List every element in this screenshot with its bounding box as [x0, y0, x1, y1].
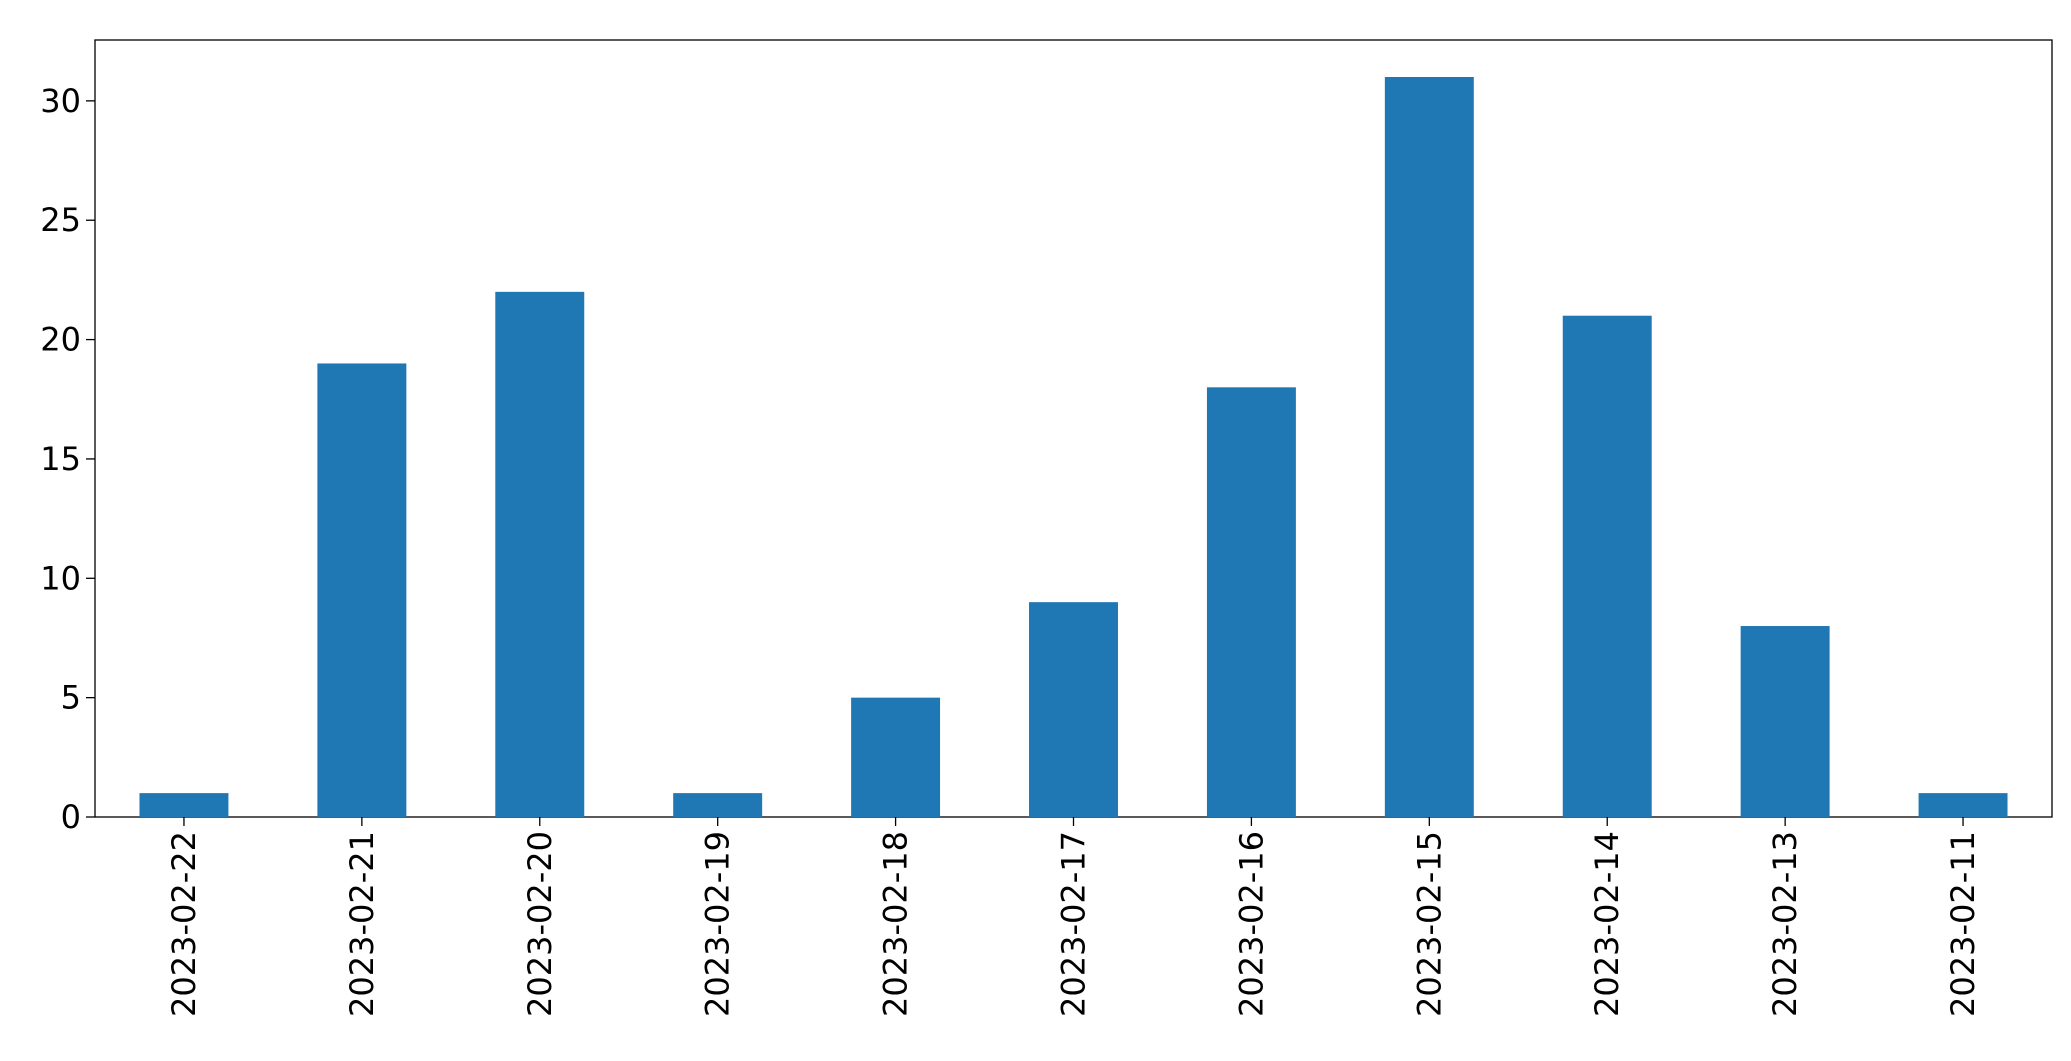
x-tick-label: 2023-02-20 [521, 831, 559, 1017]
x-tick-label: 2023-02-14 [1588, 831, 1626, 1017]
y-tick-label: 20 [40, 321, 81, 359]
x-tick-label: 2023-02-15 [1410, 831, 1448, 1017]
x-tick-label: 2023-02-19 [699, 831, 737, 1017]
y-tick-label: 25 [40, 201, 81, 239]
bar [1918, 793, 2008, 817]
x-tick-label: 2023-02-17 [1055, 831, 1093, 1017]
x-tick-label: 2023-02-11 [1944, 831, 1982, 1017]
x-tick-label: 2023-02-16 [1232, 831, 1270, 1017]
y-tick-label: 5 [61, 679, 81, 717]
x-tick-label: 2023-02-18 [877, 831, 915, 1017]
bar [495, 291, 585, 817]
bar [851, 697, 941, 817]
x-tick-label: 2023-02-22 [165, 831, 203, 1017]
y-tick-label: 15 [40, 440, 81, 478]
bar [317, 363, 407, 817]
y-tick-label: 10 [40, 559, 81, 597]
y-tick-label: 0 [61, 798, 81, 836]
bar [139, 793, 229, 817]
bar [1206, 387, 1296, 817]
bar [1384, 77, 1474, 817]
bar [673, 793, 763, 817]
y-tick-label: 30 [40, 82, 81, 120]
bar [1562, 315, 1652, 817]
bar [1029, 602, 1118, 817]
x-tick-label: 2023-02-21 [343, 831, 381, 1017]
bar [1740, 626, 1830, 817]
x-tick-label: 2023-02-13 [1766, 831, 1804, 1017]
